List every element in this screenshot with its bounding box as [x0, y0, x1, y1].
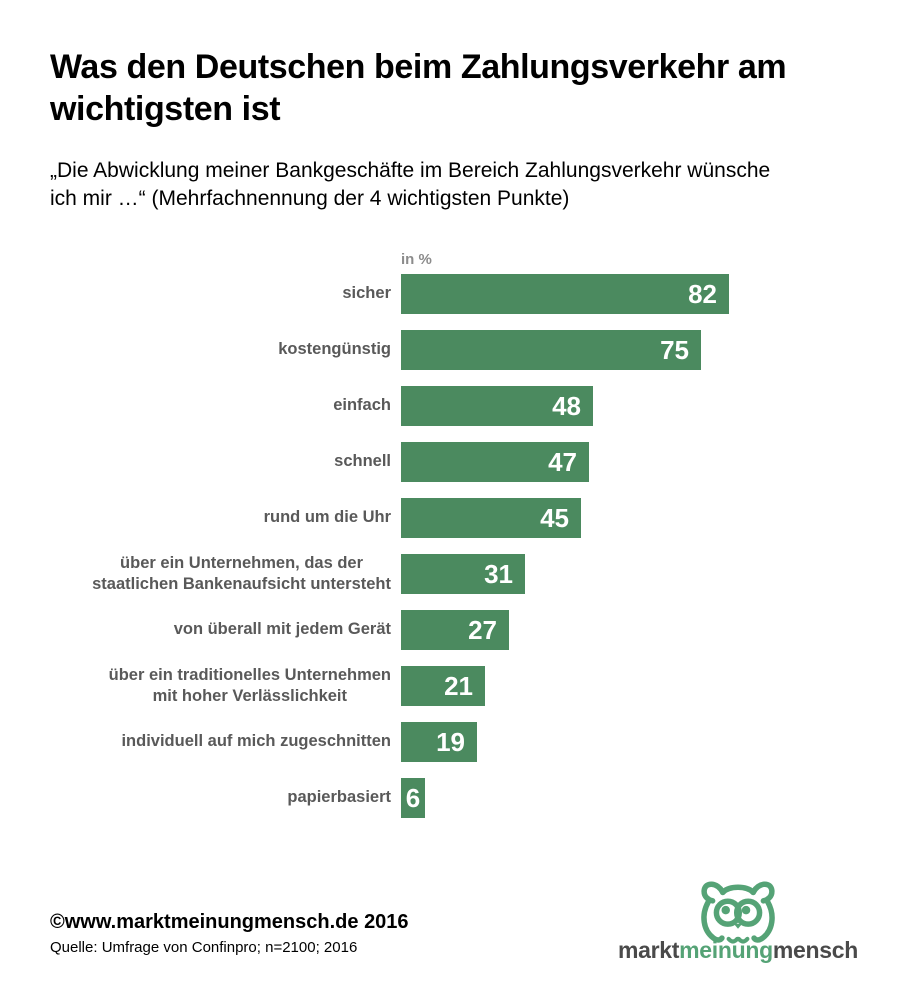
bar: 6 [401, 778, 425, 819]
category-label: schnell [334, 452, 391, 471]
chart-row: papierbasiert 6 [50, 778, 898, 819]
chart-row: von überall mit jedem Gerät 27 [50, 610, 898, 651]
bar-chart: in % sicher 82 kostengünstig 75 einfach 48 sch… [50, 251, 898, 819]
bar-track: 27 [401, 610, 898, 651]
category-label: papierbasiert [287, 788, 391, 807]
bar: 45 [401, 498, 581, 539]
chart-row: über ein Unternehmen, das der staatliche… [50, 553, 898, 595]
category-label: rund um die Uhr [263, 508, 391, 527]
value-label: 45 [540, 502, 569, 533]
value-label: 47 [548, 446, 577, 477]
category-label: von überall mit jedem Gerät [173, 620, 391, 639]
page-title: Was den Deutschen beim Zahlungsverkehr a… [50, 48, 787, 129]
wordmark-mensch: mensch [772, 937, 858, 963]
brand-logo: marktmeinungmensch [618, 878, 858, 964]
bar: 31 [401, 554, 525, 595]
bar: 82 [401, 274, 729, 315]
chart-row: rund um die Uhr 45 [50, 498, 898, 539]
value-label: 31 [484, 558, 513, 589]
bar-track: 75 [401, 330, 898, 371]
bar-track: 82 [401, 274, 898, 315]
category-label: einfach [333, 396, 391, 415]
copyright-text: ©www.marktmeinungmensch.de 2016 [50, 911, 409, 933]
value-label: 6 [405, 782, 421, 813]
category-label: über ein Unternehmen, das der staatliche… [92, 553, 391, 594]
wordmark-meinung: meinung [679, 937, 773, 963]
owl-icon [701, 881, 775, 944]
chart-row: schnell 47 [50, 442, 898, 483]
value-label: 48 [552, 390, 581, 421]
bar-track: 6 [401, 778, 898, 819]
bar: 75 [401, 330, 701, 371]
category-label: sicher [342, 284, 391, 303]
bar-track: 31 [401, 554, 898, 595]
chart-row: individuell auf mich zugeschnitten 19 [50, 722, 898, 763]
chart-row: sicher 82 [50, 274, 898, 315]
value-label: 21 [444, 670, 473, 701]
chart-row: kostengünstig 75 [50, 330, 898, 371]
value-label: 75 [660, 334, 689, 365]
value-label: 19 [436, 726, 465, 757]
bar-track: 45 [401, 498, 898, 539]
bar-rows: sicher 82 kostengünstig 75 einfach 48 schnell 4… [50, 274, 898, 819]
category-label: kostengünstig [278, 340, 391, 359]
unit-label: in % [401, 251, 432, 269]
wordmark-markt: markt [617, 937, 680, 963]
chart-row: über ein traditionelles Unternehmen mit … [50, 665, 898, 707]
value-label: 82 [688, 278, 717, 309]
category-label: individuell auf mich zugeschnitten [121, 732, 391, 751]
bar: 47 [401, 442, 589, 483]
value-label: 27 [468, 614, 497, 645]
bar: 27 [401, 610, 509, 651]
category-label: über ein traditionelles Unternehmen mit … [108, 665, 391, 706]
bar: 21 [401, 666, 485, 707]
bar-track: 21 [401, 666, 898, 707]
bar-track: 48 [401, 386, 898, 427]
brand-wordmark: marktmeinungmensch [618, 937, 858, 964]
page-subtitle: „Die Abwicklung meiner Bankgeschäfte im … [50, 159, 771, 211]
footer: ©www.marktmeinungmensch.de 2016 Quelle: … [50, 911, 409, 956]
bar-track: 47 [401, 442, 898, 483]
bar-track: 19 [401, 722, 898, 763]
bar: 19 [401, 722, 477, 763]
bar: 48 [401, 386, 593, 427]
chart-row: einfach 48 [50, 386, 898, 427]
